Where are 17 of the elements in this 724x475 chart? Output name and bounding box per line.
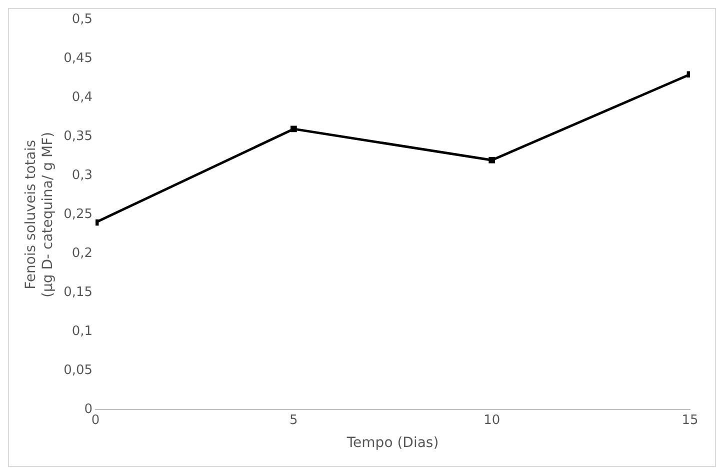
- point: [290, 126, 297, 132]
- y-tick-label: 0,25: [64, 207, 93, 222]
- y-tick-label: 0,15: [64, 285, 93, 300]
- y-tick-label: 0,45: [64, 51, 93, 66]
- x-tick-label: 10: [484, 412, 500, 428]
- y-tick-label: 0,4: [72, 90, 93, 106]
- x-axis-title: Tempo (Dias): [346, 435, 439, 452]
- y-axis-title: Fenois soluveis totais (µg D- catequina/ g MF): [23, 132, 56, 298]
- x-tick-label: 15: [682, 412, 698, 428]
- y-tick-label: 0,3: [72, 168, 93, 184]
- y-tick-label: 0,1: [72, 324, 93, 340]
- x-tick-label: 5: [290, 412, 298, 428]
- y-tick-label: 0: [84, 402, 93, 417]
- y-tick-label: 0,2: [72, 246, 93, 262]
- y-tick-label: 0,05: [64, 362, 93, 378]
- y-tick-label: 0,35: [64, 129, 93, 144]
- y-tick-label: 0,5: [72, 12, 93, 28]
